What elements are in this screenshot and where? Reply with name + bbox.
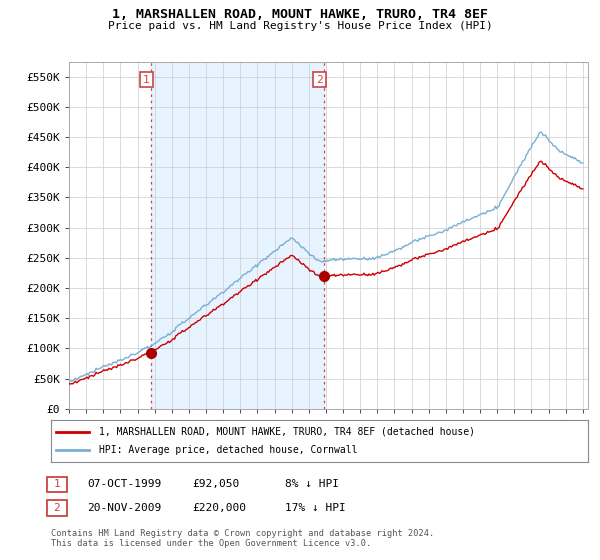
Text: 2: 2 (316, 74, 323, 85)
Text: HPI: Average price, detached house, Cornwall: HPI: Average price, detached house, Corn… (100, 445, 358, 455)
Text: 1, MARSHALLEN ROAD, MOUNT HAWKE, TRURO, TR4 8EF: 1, MARSHALLEN ROAD, MOUNT HAWKE, TRURO, … (112, 8, 488, 21)
Text: 20-NOV-2009: 20-NOV-2009 (87, 503, 161, 513)
Text: 1, MARSHALLEN ROAD, MOUNT HAWKE, TRURO, TR4 8EF (detached house): 1, MARSHALLEN ROAD, MOUNT HAWKE, TRURO, … (100, 427, 475, 437)
Text: £220,000: £220,000 (192, 503, 246, 513)
Text: 8% ↓ HPI: 8% ↓ HPI (285, 479, 339, 489)
Text: Price paid vs. HM Land Registry's House Price Index (HPI): Price paid vs. HM Land Registry's House … (107, 21, 493, 31)
Text: 1: 1 (143, 74, 150, 85)
Text: 1: 1 (53, 479, 61, 489)
Text: This data is licensed under the Open Government Licence v3.0.: This data is licensed under the Open Gov… (51, 539, 371, 548)
Text: 2: 2 (53, 503, 61, 513)
Text: 07-OCT-1999: 07-OCT-1999 (87, 479, 161, 489)
Text: £92,050: £92,050 (192, 479, 239, 489)
Text: 17% ↓ HPI: 17% ↓ HPI (285, 503, 346, 513)
Text: Contains HM Land Registry data © Crown copyright and database right 2024.: Contains HM Land Registry data © Crown c… (51, 529, 434, 538)
